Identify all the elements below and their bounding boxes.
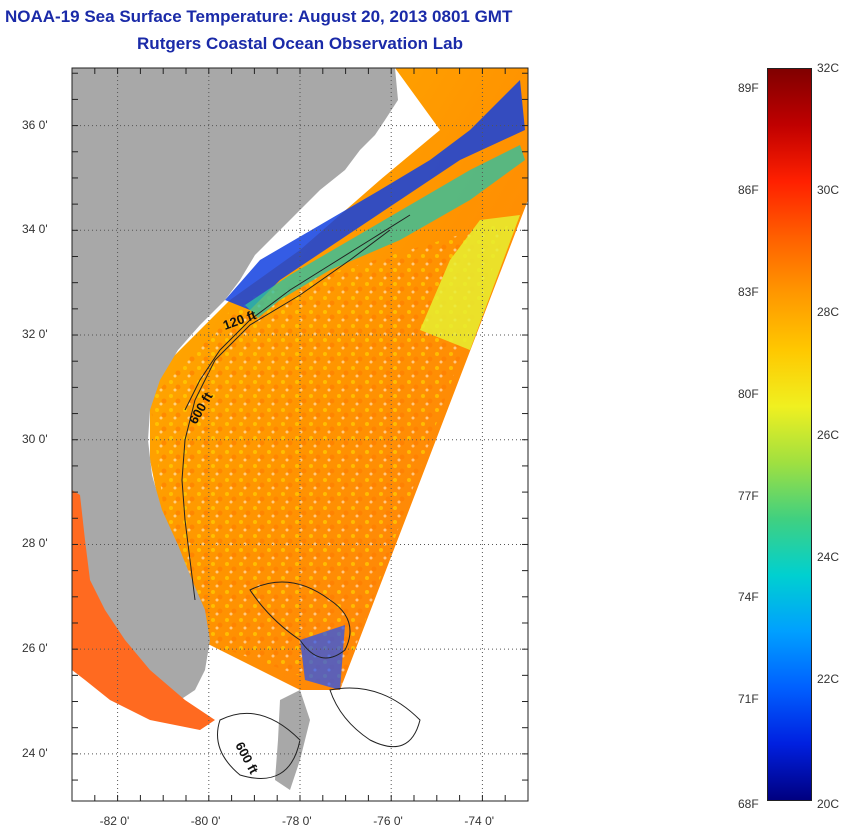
lat-tick-label: 26 0' — [22, 641, 48, 656]
lat-tick-label: 36 0' — [22, 117, 48, 132]
fahrenheit-label: 83F — [738, 284, 759, 299]
lon-tick-label: -82 0' — [99, 814, 130, 828]
celsius-label: 26C — [817, 427, 840, 442]
celsius-label: 22C — [817, 671, 840, 686]
fahrenheit-label: 71F — [738, 692, 759, 707]
island-land — [275, 690, 310, 790]
celsius-label: 20C — [817, 797, 840, 811]
fahrenheit-label: 68F — [738, 797, 759, 811]
color-scale-bar — [767, 68, 812, 801]
celsius-label: 28C — [817, 305, 840, 320]
lon-tick-label: -76 0' — [373, 814, 403, 828]
lat-tick-label: 28 0' — [22, 536, 48, 551]
lat-tick-label: 34 0' — [22, 222, 48, 237]
lat-tick-label: 32 0' — [22, 327, 48, 342]
sst-swath-texture — [150, 220, 510, 690]
fahrenheit-label: 86F — [738, 183, 759, 198]
land-mass — [72, 68, 398, 700]
map-title: NOAA-19 Sea Surface Temperature: August … — [5, 7, 513, 26]
lat-tick-label: 24 0' — [22, 745, 48, 760]
contour-600ft — [181, 229, 391, 601]
contour-label-600ft-south: 600 ft — [232, 739, 262, 777]
celsius-label: 30C — [817, 183, 840, 198]
warm-offshore-patch — [420, 215, 520, 350]
lon-tick-label: -74 0' — [464, 814, 495, 828]
bahamas-contours — [217, 581, 421, 779]
lat-tick-label: 30 0' — [22, 431, 48, 446]
fahrenheit-label: 74F — [738, 590, 759, 605]
celsius-label: 24C — [817, 549, 840, 564]
celsius-label: 32C — [817, 61, 840, 75]
fahrenheit-label: 80F — [738, 386, 759, 401]
lon-tick-label: -80 0' — [190, 814, 221, 828]
gulf-sst — [72, 490, 215, 730]
fahrenheit-label: 89F — [738, 81, 759, 96]
lon-tick-label: -78 0' — [282, 814, 312, 828]
fahrenheit-label: 77F — [738, 488, 759, 503]
map-subtitle: Rutgers Coastal Ocean Observation Lab — [137, 34, 463, 53]
contour-120ft — [184, 214, 411, 411]
